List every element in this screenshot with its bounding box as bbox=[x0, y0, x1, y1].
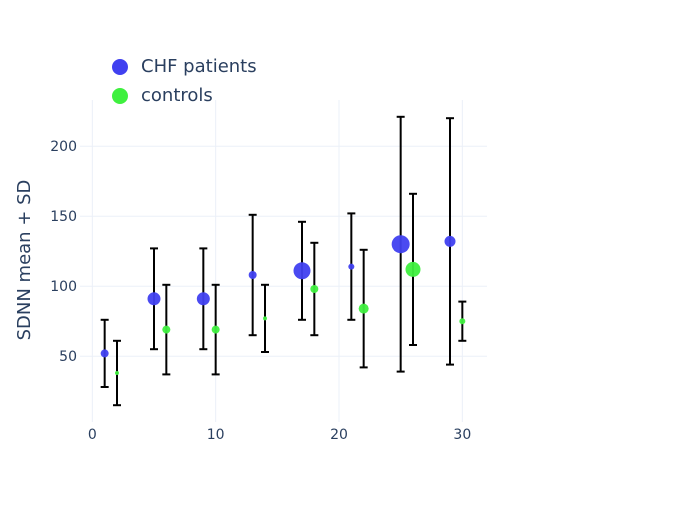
chf-point[interactable] bbox=[348, 263, 355, 270]
x-tick-label: 30 bbox=[453, 427, 471, 443]
legend[interactable]: CHF patients controls bbox=[112, 52, 257, 110]
chf-point[interactable] bbox=[248, 271, 257, 279]
control-point[interactable] bbox=[115, 371, 119, 375]
y-tick-label: 50 bbox=[59, 349, 77, 365]
control-point[interactable] bbox=[358, 303, 369, 314]
chf-point[interactable] bbox=[293, 262, 311, 280]
legend-item-controls[interactable]: controls bbox=[112, 81, 257, 110]
chf-point[interactable] bbox=[444, 235, 456, 247]
control-point[interactable] bbox=[211, 325, 220, 334]
x-tick-label: 0 bbox=[88, 427, 97, 443]
chf-point[interactable] bbox=[391, 235, 410, 254]
legend-item-chf[interactable]: CHF patients bbox=[112, 52, 257, 81]
grid-layer bbox=[80, 100, 487, 422]
legend-marker-chf bbox=[112, 58, 128, 75]
control-point[interactable] bbox=[405, 261, 421, 277]
legend-label-controls: controls bbox=[141, 85, 213, 106]
x-tick-labels: 0 10 20 30 bbox=[88, 427, 471, 443]
y-tick-label: 200 bbox=[50, 139, 77, 155]
y-axis-label: SDNN mean + SD bbox=[14, 180, 35, 341]
data-points bbox=[100, 235, 466, 375]
control-point[interactable] bbox=[162, 325, 171, 334]
x-tick-label: 10 bbox=[207, 427, 225, 443]
chf-point[interactable] bbox=[196, 292, 210, 306]
error-bars bbox=[100, 115, 467, 407]
chf-point[interactable] bbox=[100, 349, 109, 358]
x-tick-label: 20 bbox=[330, 427, 348, 443]
chf-point[interactable] bbox=[147, 292, 161, 306]
y-tick-label: 100 bbox=[50, 279, 77, 295]
legend-label-chf: CHF patients bbox=[141, 56, 257, 77]
y-tick-labels: 50 100 150 200 bbox=[50, 139, 77, 365]
control-point[interactable] bbox=[310, 285, 319, 293]
control-point[interactable] bbox=[263, 316, 267, 321]
legend-marker-controls bbox=[112, 87, 128, 104]
y-tick-label: 150 bbox=[50, 209, 77, 225]
control-point[interactable] bbox=[459, 318, 466, 325]
